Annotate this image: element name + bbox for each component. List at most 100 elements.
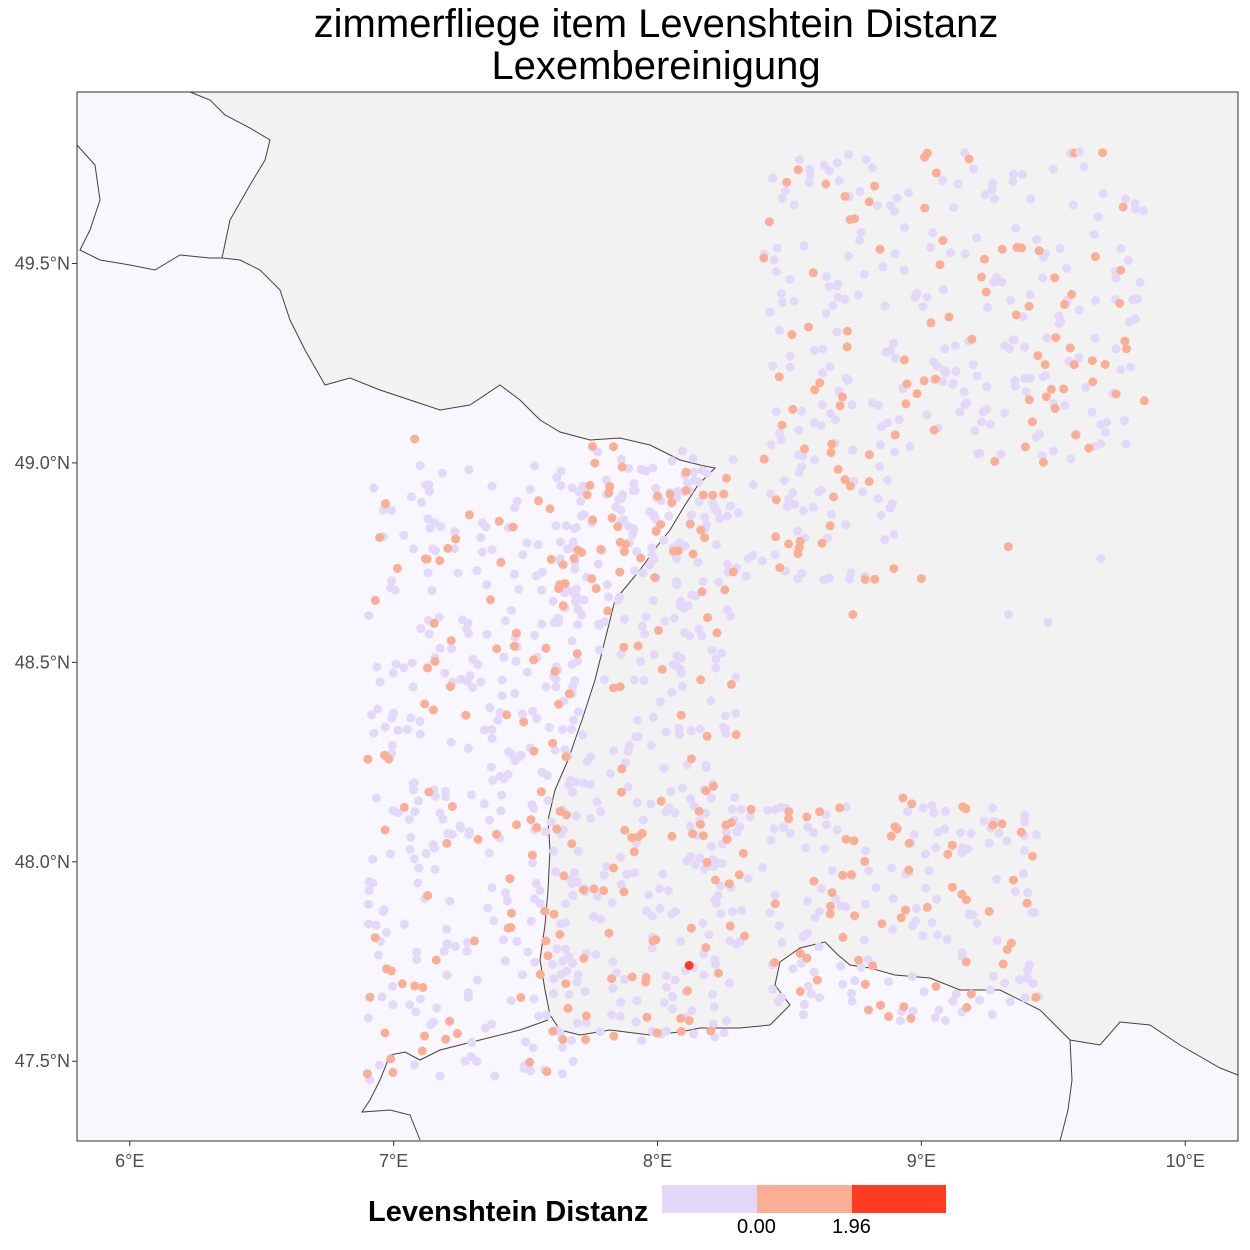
map-point-low	[486, 762, 496, 772]
map-point-low	[647, 943, 657, 953]
map-point-low	[712, 540, 721, 550]
map-point-low	[389, 708, 398, 718]
map-point-mid	[603, 606, 613, 616]
map-point-mid	[769, 958, 779, 967]
map-point-low	[1139, 206, 1148, 216]
map-point-low	[809, 455, 819, 465]
map-point-mid	[676, 1014, 686, 1023]
map-point-mid	[838, 870, 848, 880]
map-point-low	[953, 179, 963, 189]
map-point-low	[446, 737, 456, 747]
map-point-mid	[588, 515, 598, 525]
map-point-mid	[904, 838, 914, 848]
map-point-mid	[837, 392, 847, 402]
map-point-low	[651, 483, 661, 493]
map-point-low	[850, 976, 860, 986]
map-point-low	[423, 514, 433, 524]
map-point-low	[881, 347, 891, 357]
map-point-low	[450, 544, 460, 554]
map-point-mid	[947, 882, 957, 892]
map-point-low	[769, 255, 779, 265]
map-point-mid	[577, 547, 587, 557]
map-point-low	[556, 969, 566, 979]
map-point-low	[388, 981, 397, 991]
map-point-low	[821, 309, 831, 318]
map-point-mid	[701, 943, 711, 952]
map-point-mid	[821, 179, 831, 189]
france-border-west	[76, 144, 222, 271]
map-point-low	[591, 950, 601, 959]
map-point-low	[450, 941, 460, 951]
map-point-mid	[740, 931, 749, 941]
map-point-low	[406, 492, 416, 502]
map-point-low	[979, 816, 989, 826]
map-point-low	[512, 936, 522, 946]
map-point-mid	[451, 534, 461, 544]
map-point-mid	[845, 481, 855, 491]
map-point-low	[942, 934, 952, 944]
legend-swatch-low	[662, 1185, 757, 1213]
map-point-mid	[505, 874, 515, 884]
map-point-low	[682, 856, 692, 866]
map-point-mid	[1116, 265, 1126, 275]
map-point-low	[776, 289, 786, 299]
map-point-low	[567, 483, 577, 493]
map-point-low	[867, 163, 877, 173]
y-tick-label: 47.5°N	[15, 1051, 70, 1071]
map-point-mid	[1016, 827, 1026, 837]
map-point-low	[922, 410, 932, 420]
map-point-mid	[494, 516, 504, 526]
map-point-low	[415, 716, 425, 726]
map-point-low	[578, 730, 587, 740]
map-point-low	[504, 747, 514, 757]
map-point-low	[619, 614, 629, 624]
map-point-low	[1042, 333, 1052, 343]
map-point-low	[680, 541, 690, 551]
map-point-low	[733, 508, 743, 518]
map-point-low	[385, 849, 395, 859]
map-point-low	[889, 529, 899, 539]
map-point-high	[684, 961, 694, 970]
map-point-low	[551, 867, 561, 877]
map-point-mid	[380, 1028, 390, 1038]
map-point-low	[404, 814, 414, 824]
map-point-low	[534, 1011, 544, 1021]
map-point-low	[701, 760, 711, 770]
map-point-mid	[588, 441, 597, 451]
map-point-mid	[777, 420, 787, 430]
map-point-mid	[558, 1034, 568, 1044]
map-point-mid	[902, 379, 912, 389]
map-point-low	[977, 417, 987, 427]
map-point-low	[501, 888, 510, 898]
map-point-low	[949, 203, 959, 213]
map-point-low	[637, 1035, 647, 1045]
map-point-low	[619, 515, 628, 525]
map-point-low	[623, 782, 633, 792]
map-point-low	[828, 301, 838, 311]
map-point-low	[531, 878, 541, 888]
map-point-mid	[535, 969, 545, 979]
map-point-mid	[795, 948, 805, 958]
map-point-low	[364, 919, 373, 929]
map-point-low	[677, 681, 687, 691]
map-point-low	[818, 368, 828, 378]
map-point-low	[484, 848, 494, 858]
map-point-low	[614, 592, 624, 602]
map-point-mid	[418, 982, 428, 992]
map-point-low	[880, 535, 890, 545]
map-point-low	[951, 341, 960, 351]
map-point-low	[1068, 200, 1078, 210]
map-point-mid	[850, 911, 860, 921]
map-point-low	[912, 288, 922, 298]
map-point-mid	[609, 683, 618, 693]
map-point-mid	[702, 731, 712, 741]
map-point-mid	[446, 636, 456, 646]
map-point-mid	[731, 730, 741, 740]
map-point-low	[380, 722, 390, 732]
map-point-low	[973, 449, 983, 459]
map-point-low	[771, 267, 781, 277]
map-point-low	[892, 193, 902, 203]
map-point-mid	[919, 376, 929, 386]
map-point-mid	[529, 746, 539, 756]
